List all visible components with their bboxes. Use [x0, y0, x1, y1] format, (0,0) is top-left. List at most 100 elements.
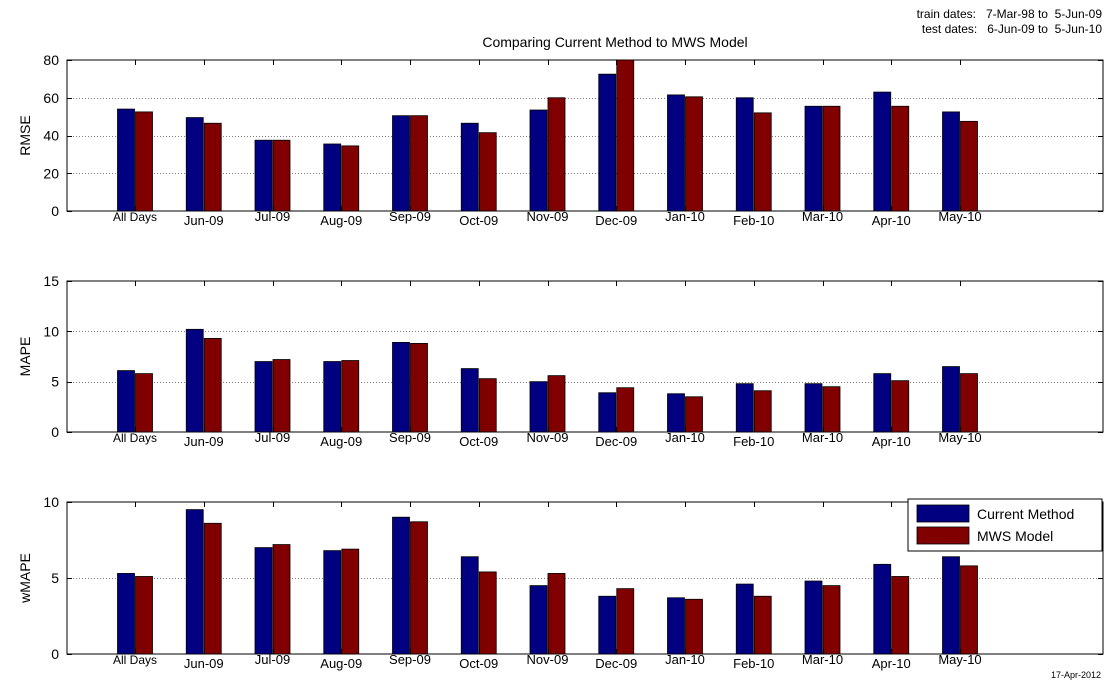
test-dates-label: test dates: 6-Jun-09 to 5-Jun-10: [921, 22, 1102, 36]
y-tick-label: 5: [51, 374, 59, 390]
y-tick-label: 20: [43, 165, 59, 181]
x-tick-label: Aug-09: [320, 213, 362, 228]
x-tick-label: Apr-10: [872, 434, 911, 449]
bar-current-method: [735, 583, 754, 655]
bar-mws-model: [478, 571, 497, 655]
bar-current-method: [185, 117, 204, 212]
bar-current-method: [254, 361, 273, 433]
y-axis-label: wMAPE: [17, 553, 33, 604]
bar-mws-model: [616, 387, 635, 433]
bar-current-method: [460, 122, 479, 212]
y-tick-label: 80: [43, 52, 59, 68]
bar-mws-model: [822, 105, 841, 212]
bar-mws-model: [685, 598, 703, 655]
bar-mws-model: [547, 375, 566, 433]
bar-current-method: [254, 139, 273, 212]
x-tick-label: Mar-10: [802, 430, 843, 445]
legend-swatch-current-method: [916, 504, 970, 523]
y-tick-label: 0: [51, 424, 59, 440]
plot-area-2: [66, 280, 1104, 433]
bar-mws-model: [891, 380, 910, 433]
bar-mws-model: [135, 373, 153, 433]
y-tick-label: 0: [51, 646, 59, 662]
x-tick-label: Jul-09: [255, 209, 290, 224]
bar-current-method: [873, 563, 892, 655]
bar-mws-model: [891, 105, 910, 212]
x-tick-label: Jun-09: [184, 656, 224, 671]
x-tick-label: Sep-09: [389, 652, 431, 667]
chart-title: Comparing Current Method to MWS Model: [482, 34, 747, 50]
x-tick-label: Aug-09: [320, 656, 362, 671]
bar-current-method: [598, 392, 617, 433]
bar-current-method: [392, 342, 410, 433]
bar-current-method: [392, 516, 410, 655]
bar-mws-model: [341, 145, 360, 212]
x-tick-label: Oct-09: [459, 434, 498, 449]
x-tick-label: Apr-10: [872, 213, 911, 228]
x-tick-label: Apr-10: [872, 656, 911, 671]
x-tick-label: Nov-09: [527, 652, 569, 667]
bar-mws-model: [616, 59, 635, 212]
bar-mws-model: [478, 378, 497, 433]
legend-swatch-mws-model: [916, 526, 970, 545]
bar-current-method: [460, 556, 479, 655]
bar-mws-model: [753, 112, 772, 212]
x-tick-label: Dec-09: [595, 434, 637, 449]
x-tick-label: Dec-09: [595, 213, 637, 228]
bar-current-method: [873, 373, 892, 433]
bar-current-method: [667, 94, 685, 212]
legend-label-current-method: Current Method: [977, 506, 1074, 522]
y-tick-label: 5: [51, 570, 59, 586]
bar-mws-model: [547, 97, 566, 212]
x-tick-label: Feb-10: [733, 434, 774, 449]
y-tick-label: 15: [43, 273, 59, 289]
y-tick-label: 40: [43, 128, 59, 144]
x-tick-label: Jun-09: [184, 434, 224, 449]
bar-current-method: [117, 370, 135, 433]
bar-current-method: [460, 368, 479, 433]
x-tick-label: Jan-10: [665, 209, 705, 224]
plot-area-1: [66, 59, 1104, 212]
bar-current-method: [323, 361, 342, 433]
bar-mws-model: [960, 120, 978, 212]
bar-current-method: [735, 383, 754, 433]
x-tick-label: Nov-09: [527, 209, 569, 224]
bar-current-method: [804, 383, 823, 433]
x-tick-label: Feb-10: [733, 656, 774, 671]
x-tick-label: Oct-09: [459, 656, 498, 671]
x-tick-label: May-10: [938, 209, 981, 224]
x-tick-label: Sep-09: [389, 430, 431, 445]
bar-mws-model: [753, 595, 772, 655]
bar-mws-model: [616, 588, 635, 655]
y-tick-label: 10: [43, 323, 59, 339]
x-tick-label: Jun-09: [184, 213, 224, 228]
bar-mws-model: [203, 522, 222, 655]
bar-current-method: [117, 573, 135, 655]
y-axis-label: RMSE: [17, 115, 33, 155]
bar-current-method: [942, 556, 960, 655]
x-tick-label: Aug-09: [320, 434, 362, 449]
print-date: 17-Apr-2012: [1051, 670, 1101, 680]
x-tick-label: Nov-09: [527, 430, 569, 445]
bar-current-method: [392, 115, 410, 212]
x-tick-label: Sep-09: [389, 209, 431, 224]
bar-mws-model: [272, 139, 291, 212]
bar-mws-model: [891, 576, 910, 655]
bar-mws-model: [753, 390, 772, 433]
bar-current-method: [323, 550, 342, 655]
x-tick-label: Mar-10: [802, 209, 843, 224]
bar-mws-model: [272, 544, 291, 655]
bar-mws-model: [135, 576, 153, 655]
bar-current-method: [598, 595, 617, 655]
bar-current-method: [529, 585, 548, 655]
train-dates-label: train dates: 7-Mar-98 to 5-Jun-09: [916, 7, 1102, 21]
y-tick-label: 0: [51, 203, 59, 219]
x-tick-label: All Days: [113, 653, 157, 667]
bar-current-method: [942, 111, 960, 212]
bar-mws-model: [685, 396, 703, 433]
bar-current-method: [804, 105, 823, 212]
y-tick-label: 10: [43, 494, 59, 510]
bar-mws-model: [272, 359, 291, 433]
bar-current-method: [185, 328, 204, 433]
